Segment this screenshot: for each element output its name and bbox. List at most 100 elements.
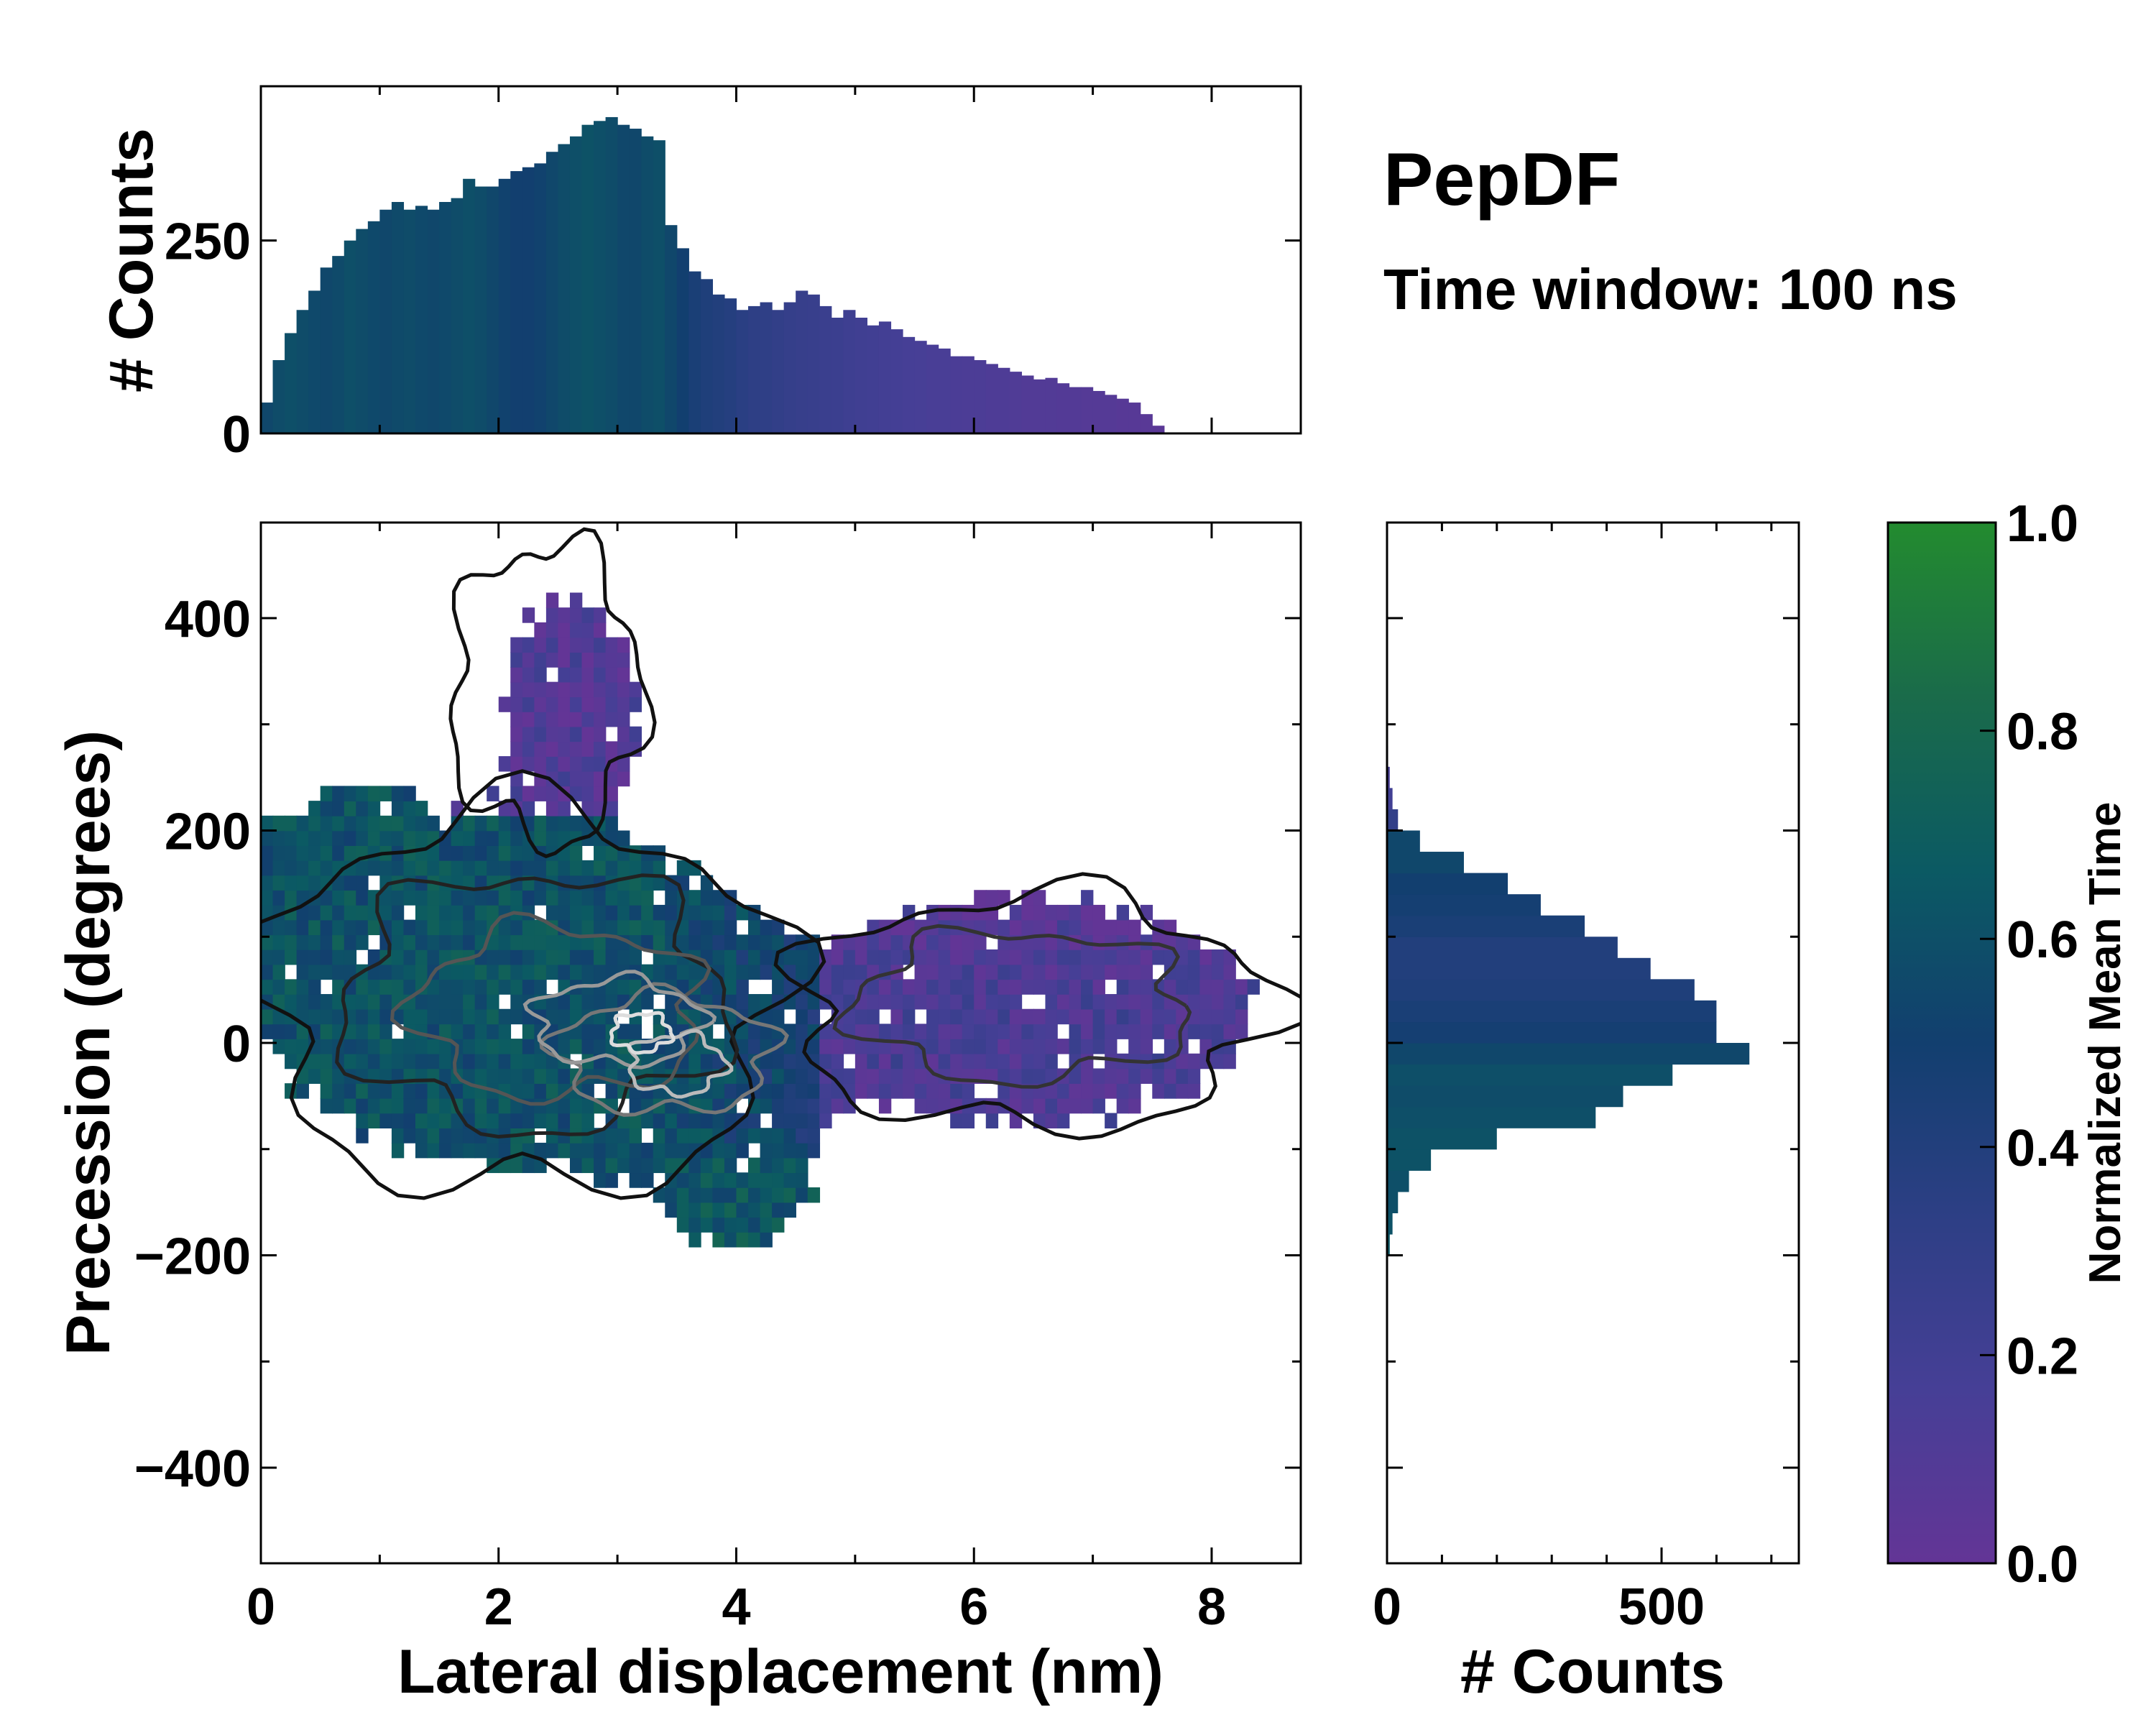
heatmap-cell [796,1113,808,1129]
heatmap-cell [783,1083,796,1099]
heatmap-cell [1045,934,1058,950]
contour-line [448,527,657,859]
heatmap-cell [617,1113,630,1129]
heatmap-cell [760,964,773,980]
right-bar [1387,979,1695,1001]
heatmap-cell [308,994,321,1010]
heatmap-cell [320,1024,333,1039]
heatmap-cell [854,949,868,965]
heatmap-cell [451,994,464,1010]
top-bar [819,305,832,433]
heatmap-cell [320,1039,333,1054]
heatmap-cell [605,949,618,965]
heatmap-cell [748,1128,761,1144]
heatmap-cell [415,904,428,921]
top-bar [878,321,892,433]
heatmap-cell [367,1098,381,1114]
heatmap-cell [760,919,773,936]
colorbar-tick-label: 1.0 [2007,495,2078,553]
heatmap-cell [1164,1008,1177,1025]
heatmap-cell [938,934,951,950]
heatmap-cell [272,830,285,846]
heatmap-cell [974,949,987,965]
heatmap-cell [439,1008,452,1025]
top-bar [415,206,428,433]
heatmap-cell [998,1068,1010,1084]
heatmap-cell [748,949,761,965]
heatmap-cell [498,919,512,936]
heatmap-cell [320,934,333,950]
heatmap-cell [783,1053,796,1070]
heatmap-cell [1092,1068,1105,1084]
heatmap-cell [320,860,333,876]
heatmap-cell [308,860,321,876]
heatmap-cell [1116,1068,1130,1084]
heatmap-cell [581,949,594,965]
heatmap-cell [261,934,274,950]
heatmap-cell [807,1113,821,1129]
heatmap-cell [1199,964,1212,980]
heatmap-cell [772,1202,785,1218]
heatmap-cell [463,1039,476,1054]
heatmap-cell [867,979,880,995]
heatmap-cell [962,1083,975,1099]
heatmap-cell [272,994,285,1010]
heatmap-cell [558,1113,571,1129]
heatmap-cell [1092,1083,1105,1099]
heatmap-cell [783,1142,796,1159]
heatmap-cell [1033,1039,1046,1054]
top-bar [605,116,618,433]
heatmap-cell [367,949,381,965]
heatmap-cell [867,1039,880,1054]
right-xtick-label: 500 [1618,1578,1705,1636]
heatmap-cell [332,919,345,936]
heatmap-cell [367,919,381,936]
top-bar [296,310,309,433]
heatmap-cell [356,890,369,906]
heatmap-cell [415,815,428,832]
heatmap-cell [1009,1039,1023,1054]
heatmap-cell [403,1128,416,1144]
heatmap-cell [487,979,499,995]
heatmap-cell [391,1142,405,1159]
heatmap-cell [510,979,523,995]
heatmap-cell [831,949,844,965]
heatmap-cell [558,637,571,653]
heatmap-cell [605,1128,618,1144]
heatmap-cell [807,1098,821,1114]
heatmap-cell [653,919,666,936]
heatmap-cell [427,994,440,1010]
heatmap-cell [1152,1008,1165,1025]
heatmap-cell [772,1008,785,1025]
heatmap-cell [950,1024,963,1039]
top-bar [1069,387,1082,433]
heatmap-cell [1223,1053,1236,1070]
top-bar [712,294,725,433]
heatmap-cell [974,979,987,995]
heatmap-cell [296,860,309,876]
heatmap-cell [843,1068,856,1084]
heatmap-cell [356,1128,369,1144]
heatmap-cell [308,934,321,950]
heatmap-cell [843,934,856,950]
heatmap-cell [487,949,499,965]
right-bar [1387,1000,1717,1023]
heatmap-cell [344,875,357,891]
heatmap-cell [998,994,1010,1010]
heatmap-cell [498,1024,512,1039]
heatmap-cell [1033,934,1046,950]
heatmap-cell [427,1039,440,1054]
heatmap-cell [760,1187,773,1203]
heatmap-cell [1128,979,1141,995]
heatmap-cell [819,1083,832,1099]
heatmap-cell [1235,1024,1248,1039]
heatmap-cell [688,1039,701,1054]
heatmap-cell [510,666,523,683]
heatmap-cell [344,815,357,832]
heatmap-cell [1069,1083,1082,1099]
heatmap-cell [367,994,381,1010]
heatmap-cell [665,1128,678,1144]
heatmap-cell [807,1128,821,1144]
heatmap-cell [783,1068,796,1084]
heatmap-cell [558,1039,571,1054]
